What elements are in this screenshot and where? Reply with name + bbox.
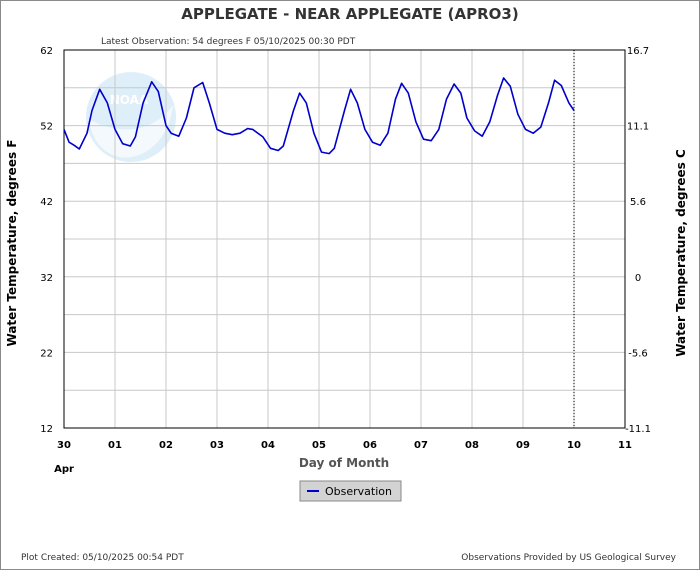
y-tick-label-f: 62 — [40, 46, 53, 57]
plot-created-text: Plot Created: 05/10/2025 00:54 PDT — [21, 553, 184, 563]
legend-label: Observation — [325, 485, 392, 498]
x-tick-label: 08 — [465, 440, 479, 451]
observation-series-line — [63, 77, 575, 155]
y-tick-label-c: 16.7 — [627, 46, 649, 57]
x-tick-label: 02 — [159, 440, 173, 451]
noaa-logo-circle — [86, 72, 176, 162]
noaa-logo-bird — [89, 105, 173, 158]
y-tick-label-c: 0 — [635, 273, 641, 284]
data-source-text: Observations Provided by US Geological S… — [461, 553, 676, 563]
y-tick-label-c: 5.6 — [630, 197, 646, 208]
x-axis-ticks: 30 01 02 03 04 05 06 07 08 09 10 11 — [57, 440, 632, 451]
x-axis-label: Day of Month — [299, 456, 389, 470]
y-tick-label-f: 52 — [40, 122, 53, 133]
x-axis-month-label: Apr — [54, 464, 74, 475]
y-tick-label-c: -5.6 — [628, 348, 648, 359]
y-axis-label-right: Water Temperature, degrees C — [674, 149, 688, 357]
x-tick-label: 09 — [516, 440, 530, 451]
left-axis-ticks: 12 22 32 42 52 62 — [40, 46, 53, 435]
x-tick-label: 07 — [414, 440, 428, 451]
plot-area-border — [63, 49, 626, 429]
y-tick-label-f: 42 — [40, 197, 53, 208]
x-tick-label: 03 — [210, 440, 224, 451]
x-tick-label: 10 — [567, 440, 581, 451]
y-tick-label-f: 32 — [40, 273, 53, 284]
noaa-logo-watermark: NOAA — [86, 72, 176, 162]
x-tick-label: 06 — [363, 440, 377, 451]
x-tick-label: 11 — [618, 440, 632, 451]
y-tick-label-f: 12 — [40, 424, 53, 435]
y-tick-label-c: -11.1 — [625, 424, 651, 435]
y-axis-label-left: Water Temperature, degrees F — [5, 140, 19, 347]
x-tick-label: 05 — [312, 440, 326, 451]
right-axis-ticks: -11.1 -5.6 0 5.6 11.1 16.7 — [625, 46, 651, 435]
chart-title: APPLEGATE - NEAR APPLEGATE (APRO3) — [181, 5, 518, 23]
legend: Observation — [299, 480, 402, 502]
y-tick-label-c: 11.1 — [627, 122, 649, 133]
noaa-logo-text: NOAA — [110, 93, 149, 107]
x-tick-label: 04 — [261, 440, 275, 451]
x-tick-label: 30 — [57, 440, 71, 451]
legend-box — [299, 480, 402, 502]
latest-observation-text: Latest Observation: 54 degrees F 05/10/2… — [101, 37, 356, 47]
y-tick-label-f: 22 — [40, 348, 53, 359]
x-tick-label: 01 — [108, 440, 122, 451]
